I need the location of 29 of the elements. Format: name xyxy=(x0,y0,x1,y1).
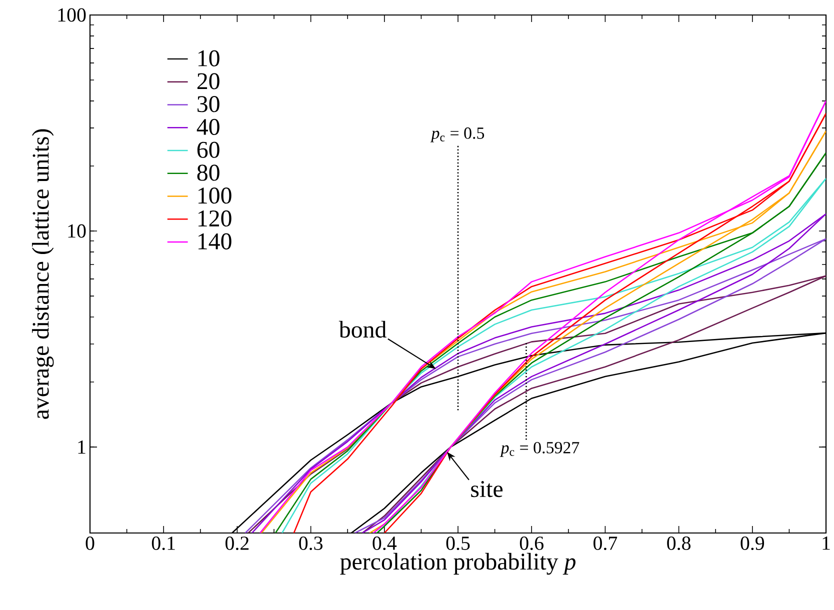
legend-label: 80 xyxy=(197,164,220,181)
x-tick-label: 1 xyxy=(822,536,830,550)
ref-line-label: p$_{c}$ = 0.5 xyxy=(430,127,484,142)
legend-label: 30 xyxy=(198,96,220,112)
x-tick-label: 0.5 xyxy=(446,536,470,550)
x-tick-label: 0.1 xyxy=(152,536,175,550)
x-axis-title: percolation probability p xyxy=(340,552,576,575)
ref-line-label: p$_{c}$ = 0.5927 xyxy=(500,442,580,457)
legend-label: 100 xyxy=(198,188,232,204)
legend-label: 60 xyxy=(197,142,220,158)
y-axis-title: average distance (lattice units) xyxy=(32,129,54,419)
y-tick-label: 1 xyxy=(78,440,86,454)
y-tick-label: 10 xyxy=(68,224,86,238)
x-tick-label: 0.8 xyxy=(667,536,690,550)
legend-label: 40 xyxy=(196,118,220,136)
x-tick-label: 0.6 xyxy=(520,536,544,550)
annotation: bond xyxy=(338,320,386,338)
y-tick-label: 100 xyxy=(58,8,86,22)
annotation: site xyxy=(471,481,503,498)
x-tick-label: 0.3 xyxy=(299,536,322,550)
legend-label: 120 xyxy=(198,210,232,227)
x-tick-label: 0.2 xyxy=(226,536,249,550)
x-tick-label: 0.4 xyxy=(372,536,397,550)
x-tick-label: 0.7 xyxy=(594,536,618,550)
x-tick-label: 0.9 xyxy=(740,536,764,550)
x-tick-label: 0 xyxy=(86,536,94,550)
legend-label: 10 xyxy=(198,50,220,66)
legend-label: 140 xyxy=(198,233,232,250)
legend-label: 20 xyxy=(197,73,220,90)
